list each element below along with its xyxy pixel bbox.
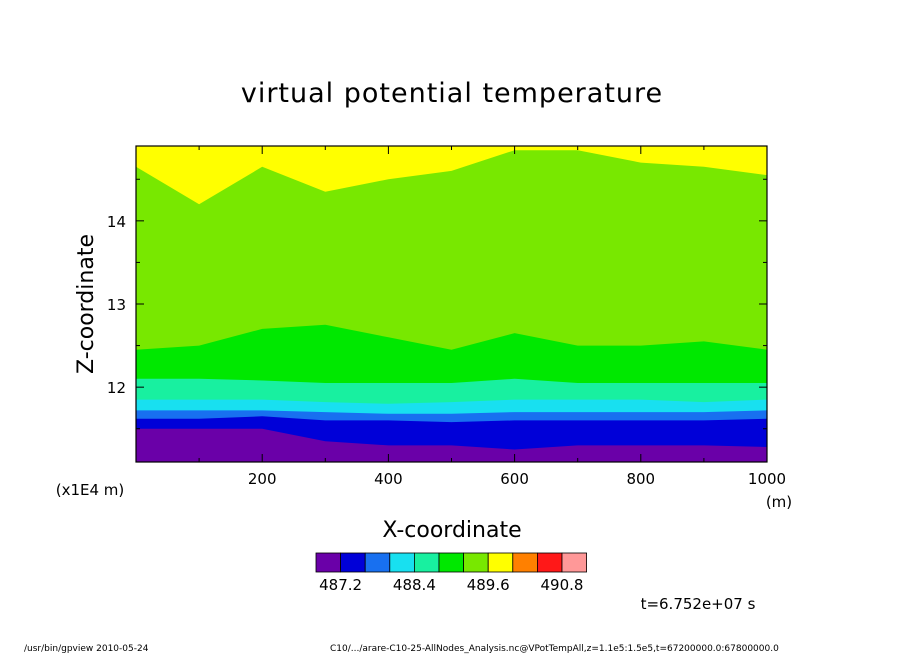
colorbar-cell — [537, 552, 563, 573]
colorbar-cell — [413, 552, 440, 573]
x-tick-label: 1000 — [748, 470, 786, 488]
colorbar-cell — [389, 552, 415, 573]
contour-plot-area — [136, 146, 767, 462]
y-tick-label: 13 — [107, 296, 126, 314]
time-label: t=6.752e+07 s — [641, 595, 756, 613]
x-tick-label: 600 — [500, 470, 529, 488]
y-scale-note: (x1E4 m) — [56, 481, 125, 499]
footer-left: /usr/bin/gpview 2010-05-24 — [24, 644, 149, 654]
contour-band — [136, 428, 767, 462]
colorbar — [315, 552, 588, 573]
colorbar-label: 489.6 — [467, 576, 510, 594]
x-axis: 200 400 600 800 1000 — [198, 146, 786, 488]
colorbar-cell — [463, 552, 489, 573]
colorbar-label: 487.2 — [319, 576, 362, 594]
colorbar-label: 490.8 — [541, 576, 584, 594]
colorbar-cell — [340, 552, 366, 573]
y-tick-label: 12 — [107, 379, 126, 397]
x-tick-label: 800 — [626, 470, 655, 488]
colorbar-label: 488.4 — [393, 576, 436, 594]
colorbar-cell — [561, 552, 588, 573]
x-tick-label: 200 — [248, 470, 277, 488]
y-axis: 12 13 14 — [107, 178, 767, 430]
colorbar-cell — [487, 552, 514, 573]
colorbar-cell — [364, 552, 391, 573]
colorbar-cell — [315, 552, 342, 573]
colorbar-labels: 487.2 488.4 489.6 490.8 — [319, 576, 583, 594]
y-axis-label: Z-coordinate — [74, 234, 99, 374]
y-tick-label: 14 — [107, 213, 126, 231]
x-axis-label: X-coordinate — [382, 518, 521, 543]
x-tick-label: 400 — [374, 470, 403, 488]
colorbar-cell — [512, 552, 538, 573]
footer-right: C10/.../arare-C10-25-AllNodes_Analysis.n… — [330, 644, 779, 654]
x-unit-label: (m) — [766, 493, 792, 511]
chart-title: virtual potential temperature — [241, 78, 663, 109]
colorbar-cell — [438, 552, 465, 573]
